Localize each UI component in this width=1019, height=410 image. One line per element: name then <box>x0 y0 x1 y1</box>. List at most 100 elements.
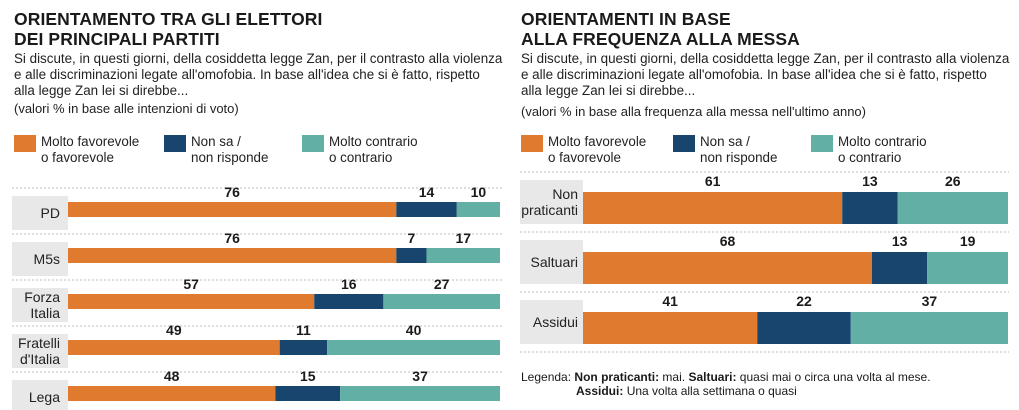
row-band-pd <box>12 196 68 230</box>
bar-m5s-contrario <box>426 248 500 263</box>
left-chart-note: (valori % in base alle intenzioni di vot… <box>14 101 239 116</box>
value-label-forza-italia-contrario: 27 <box>434 276 450 292</box>
value-label-fratelli-d-italia-contrario: 40 <box>406 322 422 338</box>
row-band-saltuari <box>520 240 583 284</box>
value-label-saltuari-non-sa: 13 <box>892 233 908 249</box>
value-label-lega-contrario: 37 <box>412 368 428 384</box>
bar-fratelli-d-italia-contrario <box>327 340 500 355</box>
bar-lega-non-sa <box>275 386 341 401</box>
right-legend-swatch-favorevole <box>521 135 543 152</box>
value-label-pd-non-sa: 14 <box>419 184 435 200</box>
footnote-prefix: Legenda: <box>521 370 572 384</box>
left-legend-swatch-non-sa <box>164 135 186 152</box>
right-legend-label-contrario: Molto contrario o contrario <box>838 134 927 165</box>
left-chart-panel: Orientamento tra gli elettori dei princi… <box>0 0 505 410</box>
bar-m5s-non-sa <box>396 248 427 263</box>
value-label-saltuari-favorevole: 68 <box>720 233 736 249</box>
bar-forza-italia-contrario <box>383 294 500 309</box>
footnote-line-2: Assidui: Una volta alla settimana o quas… <box>521 384 931 398</box>
right-chart-note: (valori % in base alla frequenza alla me… <box>521 104 866 119</box>
right-legend-swatch-contrario <box>811 135 833 152</box>
bar-non-praticanti-contrario <box>897 192 1008 224</box>
row-band-lega <box>12 380 68 410</box>
row-band-forza-italia <box>12 288 68 322</box>
category-label-forza-italia: Forza <box>24 289 60 305</box>
footnote-term-assidui: Assidui: <box>576 384 624 398</box>
left-legend-swatch-contrario <box>302 135 324 152</box>
category-label-non-praticanti: Non <box>552 186 578 202</box>
bar-saltuari-contrario <box>927 252 1008 284</box>
value-label-non-praticanti-favorevole: 61 <box>705 173 721 189</box>
left-title-line-2: dei principali partiti <box>14 29 220 49</box>
bar-saltuari-non-sa <box>872 252 928 284</box>
value-label-fratelli-d-italia-non-sa: 11 <box>296 322 311 338</box>
left-title-line-1: Orientamento tra gli elettori <box>14 9 323 29</box>
left-chart-title: Orientamento tra gli elettori dei princi… <box>14 9 323 49</box>
row-band-m5s <box>12 242 68 276</box>
value-label-assidui-non-sa: 22 <box>796 293 812 309</box>
left-legend-label-non-sa: Non sa / non risponde <box>191 134 269 165</box>
value-label-assidui-favorevole: 41 <box>662 293 678 309</box>
value-label-non-praticanti-non-sa: 13 <box>862 173 878 189</box>
bar-assidui-favorevole <box>583 312 758 344</box>
value-label-fratelli-d-italia-favorevole: 49 <box>166 322 182 338</box>
bar-saltuari-favorevole <box>583 252 872 284</box>
bar-lega-contrario <box>340 386 500 401</box>
row-band-assidui <box>520 300 583 344</box>
footnote-def-assidui: Una volta alla settimana o quasi <box>626 384 797 398</box>
bar-m5s-favorevole <box>68 248 397 263</box>
right-legend-label-non-sa: Non sa / non risponde <box>700 134 778 165</box>
category-label-pd: PD <box>41 205 60 221</box>
value-label-lega-favorevole: 48 <box>164 368 180 384</box>
left-chart-question: Si discute, in questi giorni, della cosi… <box>14 51 503 99</box>
value-label-pd-contrario: 10 <box>471 184 487 200</box>
category-label-fratelli-d-italia: Fratelli <box>18 335 60 351</box>
value-label-non-praticanti-contrario: 26 <box>945 173 961 189</box>
footnote-term-saltuari: Saltuari: <box>688 370 737 384</box>
bar-fratelli-d-italia-favorevole <box>68 340 280 355</box>
bar-non-praticanti-non-sa <box>842 192 898 224</box>
bar-forza-italia-non-sa <box>314 294 384 309</box>
bar-assidui-contrario <box>850 312 1008 344</box>
left-legend-label-contrario: Molto contrario o contrario <box>329 134 418 165</box>
category-label-m5s: M5s <box>34 251 60 267</box>
right-chart-panel: Orientamenti in base alla frequenza alla… <box>515 0 1019 410</box>
category-label-forza-italia: Italia <box>30 305 60 321</box>
category-label-assidui: Assidui <box>533 314 578 330</box>
footnote-def-saltuari: quasi mai o circa una volta al mese. <box>739 370 931 384</box>
value-label-pd-favorevole: 76 <box>224 184 240 200</box>
right-chart-question: Si discute, in questi giorni, della cosi… <box>521 51 1010 99</box>
bar-non-praticanti-favorevole <box>583 192 843 224</box>
row-band-fratelli-d-italia <box>12 334 68 368</box>
bar-forza-italia-favorevole <box>68 294 315 309</box>
value-label-m5s-contrario: 17 <box>455 230 471 246</box>
value-label-m5s-non-sa: 7 <box>408 230 416 246</box>
value-label-assidui-contrario: 37 <box>922 293 938 309</box>
category-label-non-praticanti: praticanti <box>521 202 578 218</box>
bar-pd-non-sa <box>396 202 457 217</box>
bar-fratelli-d-italia-non-sa <box>279 340 328 355</box>
row-band-non-praticanti <box>520 180 583 224</box>
value-label-saltuari-contrario: 19 <box>960 233 976 249</box>
bar-assidui-non-sa <box>757 312 851 344</box>
category-label-saltuari: Saltuari <box>531 254 578 270</box>
footnote-def-non-praticanti: mai. <box>662 370 686 384</box>
bar-lega-favorevole <box>68 386 276 401</box>
right-title-line-1: Orientamenti in base <box>521 9 731 29</box>
left-legend-swatch-favorevole <box>14 135 36 152</box>
category-label-fratelli-d-italia: d'Italia <box>20 351 60 367</box>
value-label-forza-italia-favorevole: 57 <box>183 276 199 292</box>
left-legend-label-favorevole: Molto favorevole o favorevole <box>41 134 140 165</box>
value-label-lega-non-sa: 15 <box>300 368 316 384</box>
right-legend-label-favorevole: Molto favorevole o favorevole <box>548 134 647 165</box>
value-label-m5s-favorevole: 76 <box>224 230 240 246</box>
bar-pd-contrario <box>456 202 500 217</box>
footnote-term-non-praticanti: Non praticanti: <box>574 370 660 384</box>
right-footnote: Legenda: Non praticanti: mai. Saltuari: … <box>521 370 931 398</box>
bar-pd-favorevole <box>68 202 397 217</box>
category-label-lega: Lega <box>29 389 60 405</box>
value-label-forza-italia-non-sa: 16 <box>341 276 357 292</box>
right-chart-title: Orientamenti in base alla frequenza alla… <box>521 9 800 49</box>
